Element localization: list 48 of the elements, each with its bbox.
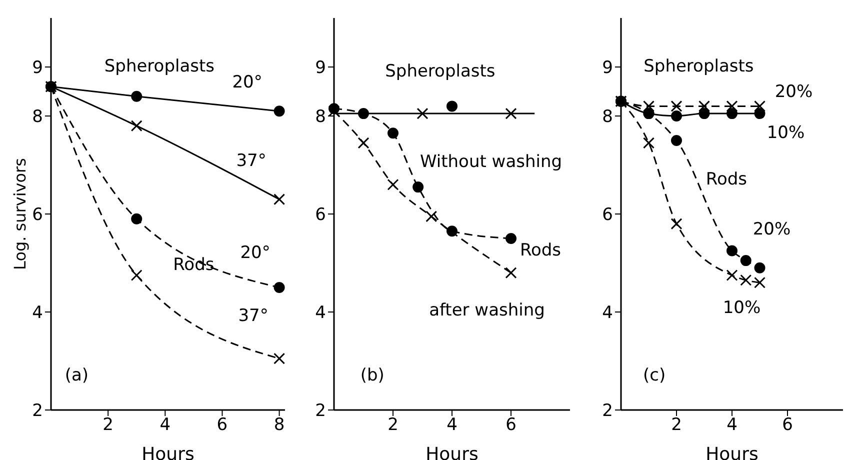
series-label: 20% <box>774 82 813 102</box>
x-axis-title: Hours <box>142 444 194 460</box>
text: after washing <box>429 300 545 320</box>
annotation: Rods <box>706 169 748 190</box>
annotation: Spheroplasts <box>644 56 754 77</box>
x-tick-label: 2 <box>671 415 682 436</box>
y-tick-label: 2 <box>32 401 43 422</box>
x-axis-title: Hours <box>706 444 758 460</box>
annotation: Spheroplasts <box>104 56 215 77</box>
y-axis-title: Log. survivors <box>10 158 30 270</box>
x-tick-label: 4 <box>446 415 458 436</box>
y-tick-label: 8 <box>602 107 613 128</box>
annotation: Rods <box>520 240 562 260</box>
annotation: (c) <box>642 365 666 386</box>
y-tick-label: 2 <box>602 401 613 422</box>
y-tick-label: 4 <box>315 303 326 324</box>
annotation: (b) <box>360 365 384 386</box>
x-tick-label: 4 <box>160 415 171 436</box>
series-label: 10% <box>766 123 805 144</box>
series-label: 10% <box>722 298 761 318</box>
y-tick-label: 8 <box>32 107 43 128</box>
y-tick-label: 9 <box>32 58 43 78</box>
y-tick-label: 4 <box>602 303 613 324</box>
y-tick-label: 6 <box>32 205 43 226</box>
annotation: Rods <box>173 255 214 276</box>
y-tick-label: 8 <box>315 107 326 128</box>
x-tick-label: 6 <box>506 415 516 436</box>
x-tick-label: 4 <box>726 415 738 436</box>
series-label: 37° <box>236 150 266 171</box>
y-tick-label: 9 <box>315 58 326 78</box>
series-label: 20° <box>232 72 262 93</box>
y-tick-label: 4 <box>32 303 43 324</box>
y-tick-label: 2 <box>315 401 326 422</box>
series-label: 37° <box>238 306 268 326</box>
annotation: Spheroplasts <box>385 62 496 82</box>
annotation: (a) <box>64 365 89 386</box>
series-label: 20° <box>240 243 270 264</box>
series-label: Without washing <box>420 152 562 172</box>
x-tick-label: 2 <box>102 415 114 436</box>
y-tick-label: 6 <box>315 205 326 226</box>
y-tick-label: 6 <box>602 205 613 226</box>
x-tick-label: 6 <box>782 415 793 436</box>
x-tick-label: 2 <box>388 415 398 436</box>
x-tick-label: 8 <box>274 415 285 436</box>
x-tick-label: 6 <box>216 415 228 436</box>
x-axis-title: Hours <box>426 444 478 460</box>
series-label: 20% <box>752 220 791 240</box>
y-tick-label: 9 <box>602 58 613 78</box>
